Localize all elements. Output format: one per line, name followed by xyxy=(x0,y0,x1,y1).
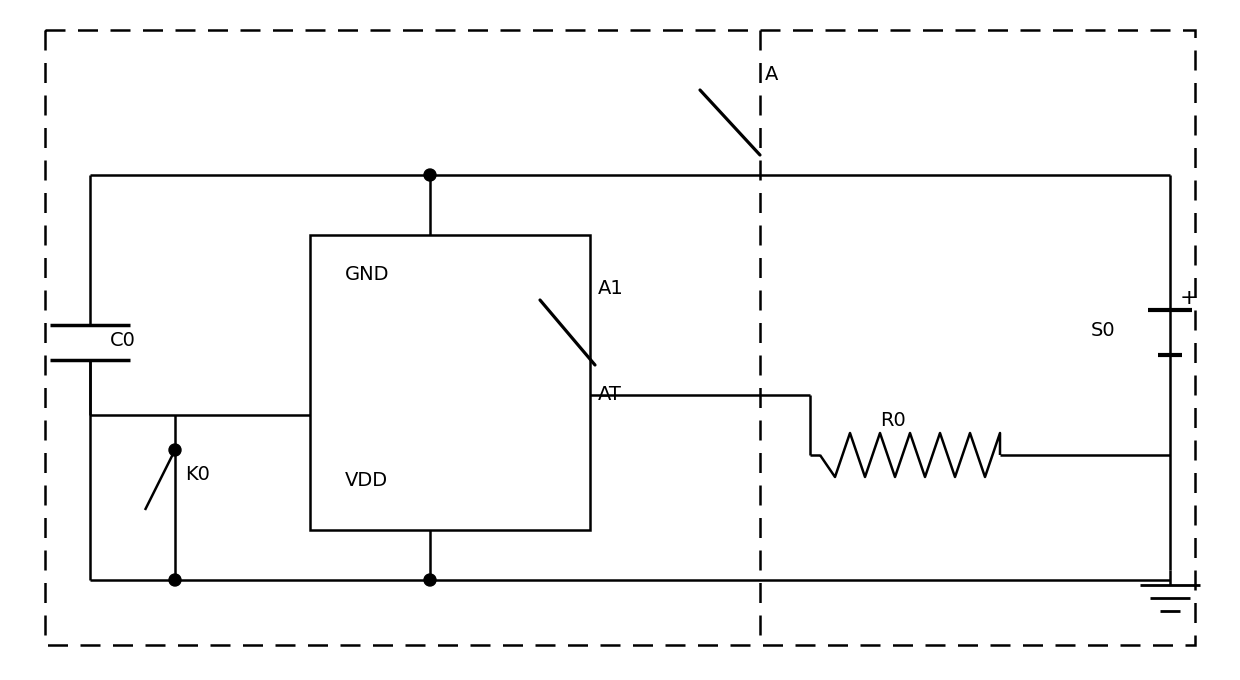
Text: S0: S0 xyxy=(1090,320,1115,339)
Circle shape xyxy=(169,444,181,456)
Circle shape xyxy=(424,169,436,181)
Text: +: + xyxy=(1180,288,1199,308)
Circle shape xyxy=(169,574,181,586)
Bar xyxy=(310,235,590,530)
Circle shape xyxy=(424,574,436,586)
Text: GND: GND xyxy=(345,265,389,284)
Text: C0: C0 xyxy=(110,330,136,350)
Text: A: A xyxy=(765,65,779,84)
Text: A1: A1 xyxy=(598,279,624,298)
Text: VDD: VDD xyxy=(345,471,388,490)
Text: AT: AT xyxy=(598,386,622,405)
Text: K0: K0 xyxy=(185,466,210,484)
Text: R0: R0 xyxy=(880,411,905,430)
